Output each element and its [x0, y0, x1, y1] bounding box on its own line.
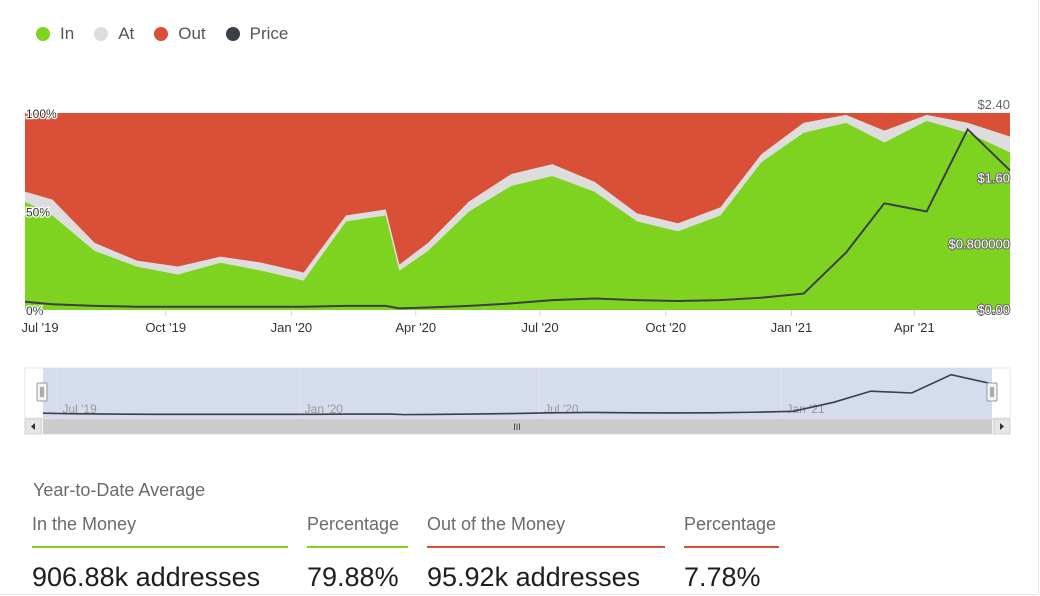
area-at: [25, 114, 1010, 281]
y-left-tick-label: 0%: [26, 304, 44, 318]
navigator-price-line: [42, 373, 993, 416]
legend-dot-at: [94, 27, 109, 41]
navigator-tick-label: Jul '20: [544, 402, 579, 416]
x-tick-label: Jan '21: [771, 320, 813, 335]
x-tick-label: Jul '20: [521, 320, 558, 335]
y-right-tick-label: $0.800000: [949, 236, 1010, 251]
y-right-tick-label: $1.60: [977, 171, 1010, 186]
stat-value-out-money: 95.92k addresses: [427, 562, 641, 592]
stat-value-in-money: 906.88k addresses: [32, 562, 261, 592]
legend-item-out[interactable]: Out: [154, 24, 206, 44]
stat-out-of-the-money: Out of the Money 95.92k addresses: [427, 514, 665, 593]
x-tick-label: Oct '19: [145, 320, 186, 335]
navigator[interactable]: Jul '19 Jan '20 Jul '20 Jan '21 III: [0, 362, 1040, 442]
stat-rule-in: [32, 546, 288, 548]
legend-label-price: Price: [249, 24, 289, 43]
navigator-handle-left[interactable]: [36, 382, 48, 402]
navigator-line: [42, 373, 993, 416]
stats-title: Year-to-Date Average: [33, 480, 206, 500]
legend-item-in[interactable]: In: [36, 24, 74, 44]
legend-item-price[interactable]: Price: [225, 24, 289, 44]
x-tick-label: Apr '21: [894, 320, 935, 335]
navigator-handle-right[interactable]: [986, 382, 998, 402]
x-tick-label: Jul '19: [21, 320, 58, 335]
x-axis: Jul '19 Oct '19 Jan '20 Apr '20 Jul '20 Oct '…: [21, 310, 935, 335]
legend-label-out: Out: [178, 24, 206, 43]
arrow-left-icon: [31, 423, 35, 430]
x-tick-label: Apr '20: [395, 320, 436, 335]
y-left-tick-label: 100%: [26, 107, 57, 121]
price-layer: [24, 127, 1011, 310]
y-right-tick-label: $2.40: [977, 97, 1010, 112]
arrow-right-icon: [1000, 423, 1004, 430]
area-out: [25, 113, 1010, 273]
x-tick-label: Jan '20: [271, 320, 313, 335]
price-line: [24, 127, 1011, 310]
stat-label-in-money: In the Money: [32, 514, 137, 534]
y-axis-right: $0.00 $0.800000 $1.60 $2.40: [948, 97, 1011, 318]
stat-value-in-pct: 79.88%: [307, 562, 399, 592]
y-right-tick-label: $0.00: [977, 302, 1010, 317]
scrollbar-thumb[interactable]: [43, 419, 992, 434]
legend-dot-out: [154, 27, 169, 41]
stat-rule-in-pct: [307, 546, 408, 548]
stat-label-in-pct: Percentage: [307, 514, 400, 534]
navigator-selection[interactable]: [43, 368, 992, 418]
scrollbar-grip: III: [513, 422, 521, 432]
area-in: [25, 120, 1010, 310]
legend-dot-in: [36, 27, 50, 41]
x-tick-label: Oct '20: [645, 320, 686, 335]
stat-label-out-money: Out of the Money: [427, 514, 566, 534]
scrollbar[interactable]: III: [24, 418, 1011, 435]
main-chart: 0% 50% 100% $0.00 $0.800000 $1.60 $2.40 Jul '…: [21, 97, 1011, 335]
stat-rule-out: [427, 546, 665, 548]
chart-legend: In At Out Price: [36, 24, 308, 44]
stat-out-percentage: Percentage 7.78%: [684, 514, 779, 593]
y-left-tick-label: 50%: [26, 206, 50, 220]
area-layer: [25, 113, 1010, 310]
y-axis-left: 0% 50% 100%: [25, 106, 59, 320]
navigator-tick-label: Jan '20: [305, 402, 344, 416]
navigator-tick-label: Jul '19: [62, 402, 97, 416]
stat-in-the-money: In the Money 906.88k addresses: [32, 514, 288, 593]
legend-label-at: At: [118, 24, 135, 43]
stat-value-out-pct: 7.78%: [684, 562, 761, 592]
legend-item-at[interactable]: At: [94, 24, 134, 44]
legend-dot-price: [225, 27, 240, 41]
legend-label-in: In: [60, 24, 75, 43]
stat-label-out-pct: Percentage: [684, 514, 777, 534]
stat-in-percentage: Percentage 79.88%: [307, 514, 408, 593]
stat-rule-out-pct: [684, 546, 779, 548]
